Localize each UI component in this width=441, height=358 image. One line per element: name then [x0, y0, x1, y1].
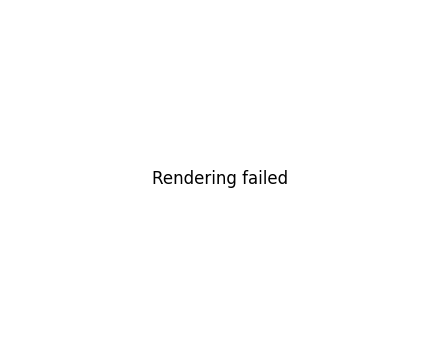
Text: Rendering failed: Rendering failed: [153, 170, 288, 188]
